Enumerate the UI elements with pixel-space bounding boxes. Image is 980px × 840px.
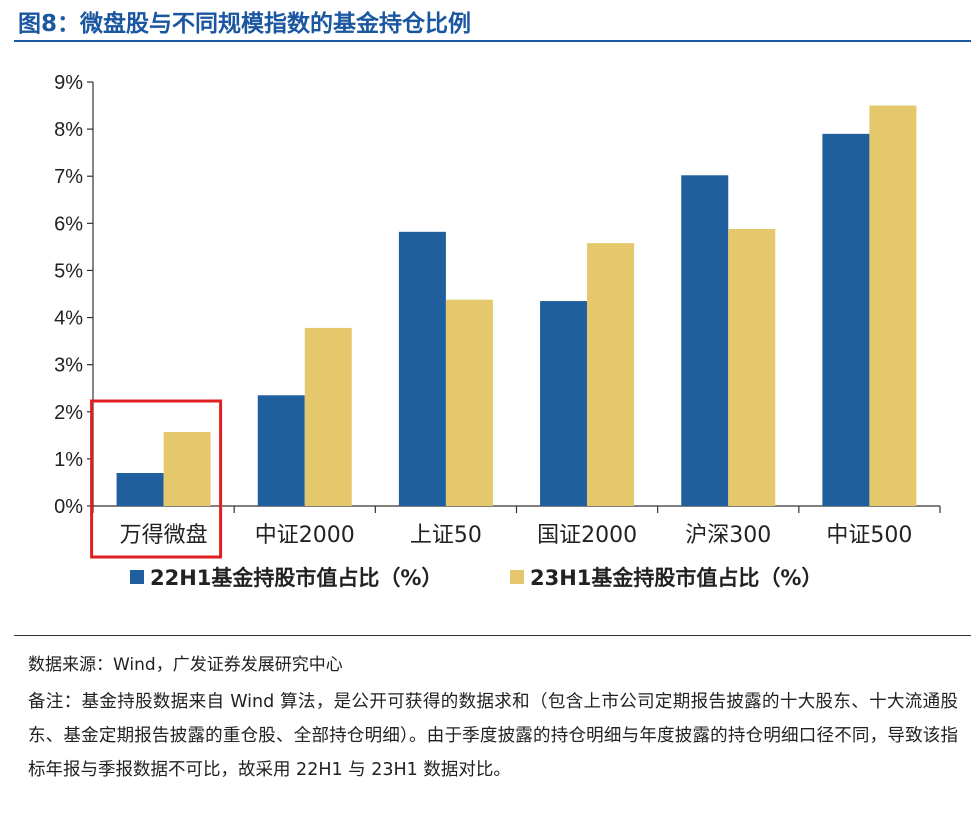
- x-tick-label: 中证2000: [255, 523, 355, 548]
- bar-22h1: [681, 175, 729, 506]
- bar-22h1: [398, 231, 446, 506]
- y-tick-label: 7%: [54, 166, 83, 188]
- y-tick-label: 8%: [54, 119, 83, 141]
- note-text: 备注：基金持股数据来自 Wind 算法，是公开可获得的数据求和（包含上市公司定期…: [28, 692, 958, 780]
- bar-22h1: [540, 301, 588, 506]
- figure-title: 图8：微盘股与不同规模指数的基金持仓比例: [18, 11, 472, 37]
- highlight-box: [90, 399, 223, 559]
- bar-22h1: [257, 395, 305, 506]
- legend-swatch: [130, 570, 144, 584]
- source-divider: [14, 635, 971, 636]
- bar-chart: 0% 1% 2% 3% 4% 5% 6% 7% 8% 9% 万得微盘 中证2000 上证50 国证2000…: [54, 72, 941, 590]
- x-tick-label: 国证2000: [537, 523, 637, 548]
- x-tick-label: 中证500: [826, 523, 912, 548]
- y-tick-label: 5%: [54, 260, 83, 282]
- legend-swatch: [510, 570, 524, 584]
- y-tick-label: 3%: [54, 355, 83, 377]
- bar-23h1: [728, 228, 776, 506]
- bar-22h1: [116, 473, 164, 506]
- x-tick-label: 上证50: [410, 523, 482, 548]
- title-divider: [14, 40, 971, 42]
- legend-label: 22H1基金持股市值占比（%）: [150, 566, 442, 590]
- y-tick-label: 0%: [54, 496, 83, 518]
- source-text: 数据来源：Wind，广发证券发展研究中心: [28, 655, 343, 675]
- bar-22h1: [822, 133, 870, 507]
- y-tick-label: 1%: [54, 449, 83, 471]
- legend-label: 23H1基金持股市值占比（%）: [530, 566, 822, 590]
- bar-23h1: [163, 432, 211, 506]
- y-tick-label: 4%: [54, 308, 83, 330]
- y-tick-label: 6%: [54, 213, 83, 235]
- x-tick-label: 万得微盘: [120, 523, 208, 548]
- y-tick-label: 9%: [54, 72, 83, 94]
- bar-23h1: [587, 243, 635, 506]
- bar-23h1: [869, 105, 917, 507]
- y-tick-label: 2%: [54, 402, 83, 424]
- bar-23h1: [304, 327, 352, 506]
- bar-23h1: [445, 299, 493, 506]
- x-tick-label: 沪深300: [685, 523, 771, 548]
